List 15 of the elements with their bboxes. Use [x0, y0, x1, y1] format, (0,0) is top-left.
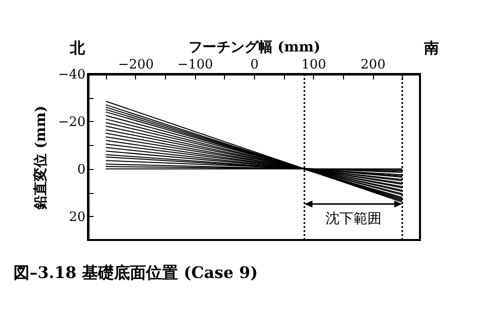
annotation: 沈下範囲	[325, 211, 382, 227]
y-tick-label: 0	[77, 162, 86, 178]
y-tick-label: −20	[58, 114, 86, 130]
text: 図–3.18 基礎底面位置 (Case 9)	[14, 262, 258, 282]
text: 北	[70, 39, 85, 57]
y-tick-label: 20	[68, 210, 86, 225]
x-tick-label: 200	[360, 58, 386, 72]
x-tick-label: −100	[177, 58, 214, 72]
text: 南	[424, 39, 439, 57]
y-axis-title: 鉛直変位 (mm)	[32, 106, 50, 210]
x-tick-label: 100	[301, 58, 326, 72]
x-tick-label: −200	[118, 58, 154, 72]
x-axis-title: フーチング幅 (mm)	[188, 40, 320, 56]
x-tick-label: 0	[250, 58, 259, 72]
y-tick-label: −40	[58, 68, 86, 82]
